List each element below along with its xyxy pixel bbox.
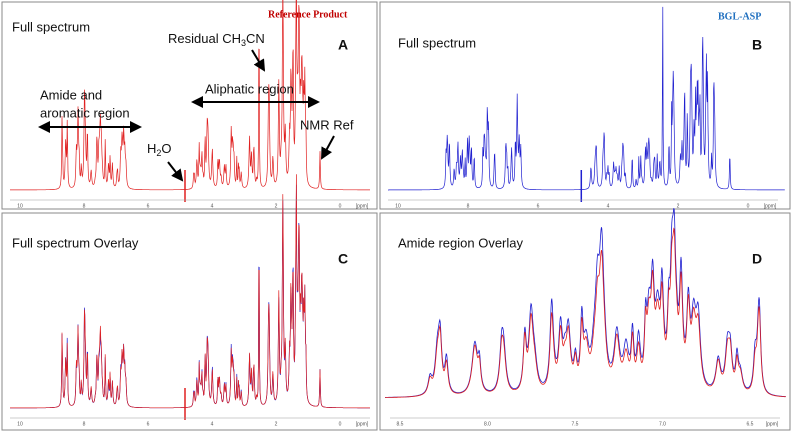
tick-label: 6.5 <box>747 421 754 427</box>
panel-letter: B <box>752 37 762 53</box>
tick-label: 4 <box>607 203 610 209</box>
subscript: 2 <box>156 148 161 158</box>
tick-label: 6 <box>147 203 150 209</box>
arrow <box>321 135 335 160</box>
tick-label: [ppm] <box>764 203 777 209</box>
text: CN <box>246 31 265 46</box>
tick-label: 4 <box>211 421 214 427</box>
tick-label: 0 <box>747 203 750 209</box>
spectrum <box>385 227 786 398</box>
spectrum <box>388 6 785 191</box>
tick-label: 8.0 <box>484 421 491 427</box>
subscript: 3 <box>241 38 246 48</box>
panel-title: Full spectrum <box>398 35 476 50</box>
panel-d <box>379 212 791 431</box>
tick-label: 8 <box>467 203 470 209</box>
arrow <box>167 161 184 182</box>
sample-label: Reference Product <box>268 9 348 20</box>
spectrum <box>385 208 786 398</box>
axes: 10 8 6 4 2 0 [ppm] 10 8 6 4 2 0 [ppm] 10 8 6 4 2 0 [ppm] 8.5 8… <box>10 199 780 427</box>
spectra <box>10 0 786 420</box>
tick-label: 2 <box>677 203 680 209</box>
tick-label: [ppm] <box>766 421 779 427</box>
tick-label: 0 <box>339 421 342 427</box>
tick-label: 8 <box>83 421 86 427</box>
tick-label: 10 <box>17 203 23 209</box>
tick-label: 10 <box>395 203 401 209</box>
annotation: Residual CH3CN <box>168 31 265 48</box>
annotation: H2O <box>147 141 172 158</box>
tick-label: 2 <box>275 203 278 209</box>
panel-letter: D <box>752 251 762 267</box>
text: H <box>147 141 156 156</box>
tick-label: 10 <box>17 421 23 427</box>
spectrum <box>10 0 370 191</box>
tick-label: 8 <box>83 203 86 209</box>
spectrum <box>10 174 370 409</box>
panel-title: Full spectrum Overlay <box>12 235 139 250</box>
panel-title: Amide region Overlay <box>398 235 523 250</box>
annotation: NMR Ref <box>300 117 354 132</box>
text: Residual CH <box>168 31 241 46</box>
tick-label: [ppm] <box>356 203 369 209</box>
tick-label: 2 <box>275 421 278 427</box>
panel-letter: A <box>338 37 348 53</box>
annotation: Amide and <box>40 87 102 102</box>
tick-label: [ppm] <box>356 421 369 427</box>
tick-label: 7.0 <box>659 421 666 427</box>
text: O <box>161 141 171 156</box>
tick-label: 7.5 <box>572 421 579 427</box>
tick-label: 6 <box>147 421 150 427</box>
panel-letter: C <box>338 251 348 267</box>
annotation: aromatic region <box>40 105 130 120</box>
sample-label: BGL-ASP <box>718 11 761 22</box>
tick-label: 8.5 <box>397 421 404 427</box>
panel-b <box>379 1 791 210</box>
annotation: Aliphatic region <box>205 81 294 96</box>
tick-label: 4 <box>211 203 214 209</box>
arrow <box>251 49 266 72</box>
tick-label: 6 <box>537 203 540 209</box>
panel-title: Full spectrum <box>12 19 90 34</box>
tick-label: 0 <box>339 203 342 209</box>
